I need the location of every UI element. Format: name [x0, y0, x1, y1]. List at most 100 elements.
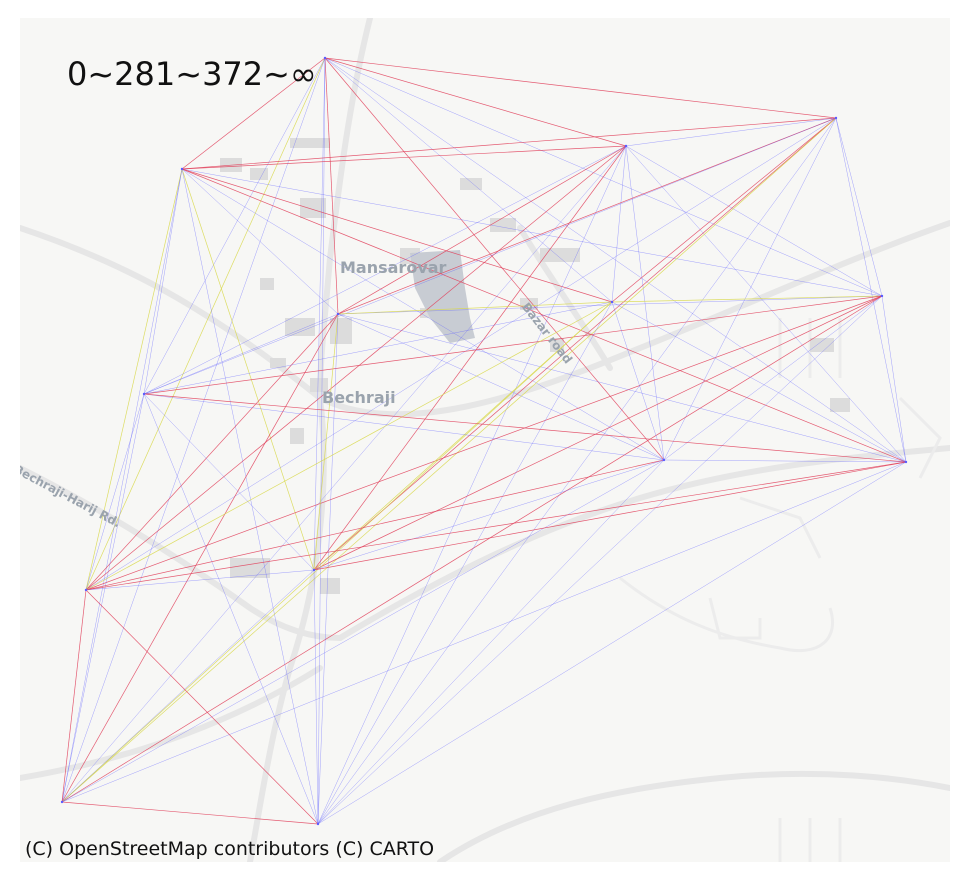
network-edge [313, 57, 326, 571]
network-edge [85, 145, 627, 591]
network-edge [625, 145, 883, 297]
network-edge [85, 589, 319, 825]
network-edge [317, 301, 613, 825]
network-edge [85, 459, 665, 591]
network-edge [313, 569, 319, 825]
network-edge [143, 168, 183, 395]
network-edge [61, 461, 907, 803]
network-node [904, 460, 908, 464]
network-edge [85, 313, 339, 591]
network-edge [85, 295, 883, 591]
network-edge [143, 295, 883, 395]
network-edge [85, 569, 315, 591]
network-edge [611, 145, 627, 303]
map-title: 0~281~372~∞ [67, 55, 317, 93]
network-edge [61, 393, 145, 803]
network-node [880, 294, 884, 298]
network-edge [663, 295, 883, 461]
network-node [662, 458, 666, 462]
network-edge [663, 459, 907, 463]
network-edge [181, 168, 315, 571]
network-edge [143, 393, 665, 461]
network-node [60, 800, 64, 804]
network-edge [324, 57, 613, 303]
network-edge [611, 117, 837, 303]
network-edge [324, 57, 907, 463]
network-node [624, 144, 628, 148]
network-edge [324, 57, 627, 147]
network-edge [181, 168, 339, 315]
network-edge [611, 295, 883, 303]
network-edge [61, 168, 183, 803]
network-node [323, 56, 327, 60]
network-edge [61, 57, 326, 803]
network-edge [85, 393, 145, 591]
network-edge [337, 117, 837, 315]
network-edge [143, 145, 627, 395]
network-edge [143, 117, 837, 395]
network-edge [625, 117, 837, 147]
network-edge [337, 313, 907, 463]
network-edge [85, 301, 613, 591]
map-canvas[interactable]: Mansarovar Bechraji Bazar road Bechraji-… [20, 18, 950, 862]
network-edge [85, 57, 326, 591]
network-edge [85, 461, 907, 591]
network-edge [313, 313, 339, 571]
network-edge [324, 57, 837, 119]
network-edge [611, 301, 665, 461]
network-edge [143, 301, 613, 395]
network-edge [85, 117, 837, 591]
network-edge [143, 57, 326, 395]
network-edge [317, 461, 907, 825]
network-edge [317, 295, 883, 825]
network-edge [881, 295, 907, 463]
network-edge [85, 168, 183, 591]
network-edge [337, 301, 613, 315]
network-edge [317, 145, 627, 825]
network-edge [61, 801, 319, 825]
network-edge [324, 57, 665, 461]
network-edge [835, 117, 883, 297]
network-node [312, 568, 316, 572]
network-edge [337, 295, 883, 315]
network-edge [181, 57, 326, 170]
network-edge [181, 168, 665, 461]
network-edge [625, 145, 907, 463]
network-edge [313, 295, 883, 571]
network-edge [143, 393, 315, 571]
network-edge [313, 459, 665, 571]
network-edge [317, 459, 665, 825]
network-edge [143, 313, 339, 395]
network-node [834, 116, 838, 120]
network-edge [61, 313, 339, 803]
network-node [84, 588, 88, 592]
network-edge [181, 168, 883, 297]
network-edge [61, 117, 837, 803]
network-node [610, 300, 614, 304]
network-edge [835, 117, 907, 463]
network-node [336, 312, 340, 316]
network-edge [313, 145, 627, 571]
network-edge [324, 57, 339, 315]
network-edge [181, 145, 627, 170]
network-edge [317, 313, 339, 825]
network-edge [313, 117, 837, 571]
network-edge [181, 168, 319, 825]
network-node [316, 822, 320, 826]
network-edge [313, 461, 907, 571]
network-edge [143, 393, 907, 463]
network-node [180, 167, 184, 171]
network-edge [181, 168, 613, 303]
network-edge [181, 117, 837, 170]
network-edge [61, 569, 315, 803]
network-edge [337, 313, 665, 461]
network-edge [317, 117, 837, 825]
map-attribution: (C) OpenStreetMap contributors (C) CARTO [25, 838, 435, 860]
network-edge [61, 295, 883, 803]
network-edge [61, 589, 87, 803]
network-edge [611, 301, 907, 463]
network-edges [60, 56, 908, 826]
place-label-bechraji: Bechraji [322, 388, 396, 407]
network-edge [337, 145, 627, 315]
network-edge [313, 301, 613, 571]
